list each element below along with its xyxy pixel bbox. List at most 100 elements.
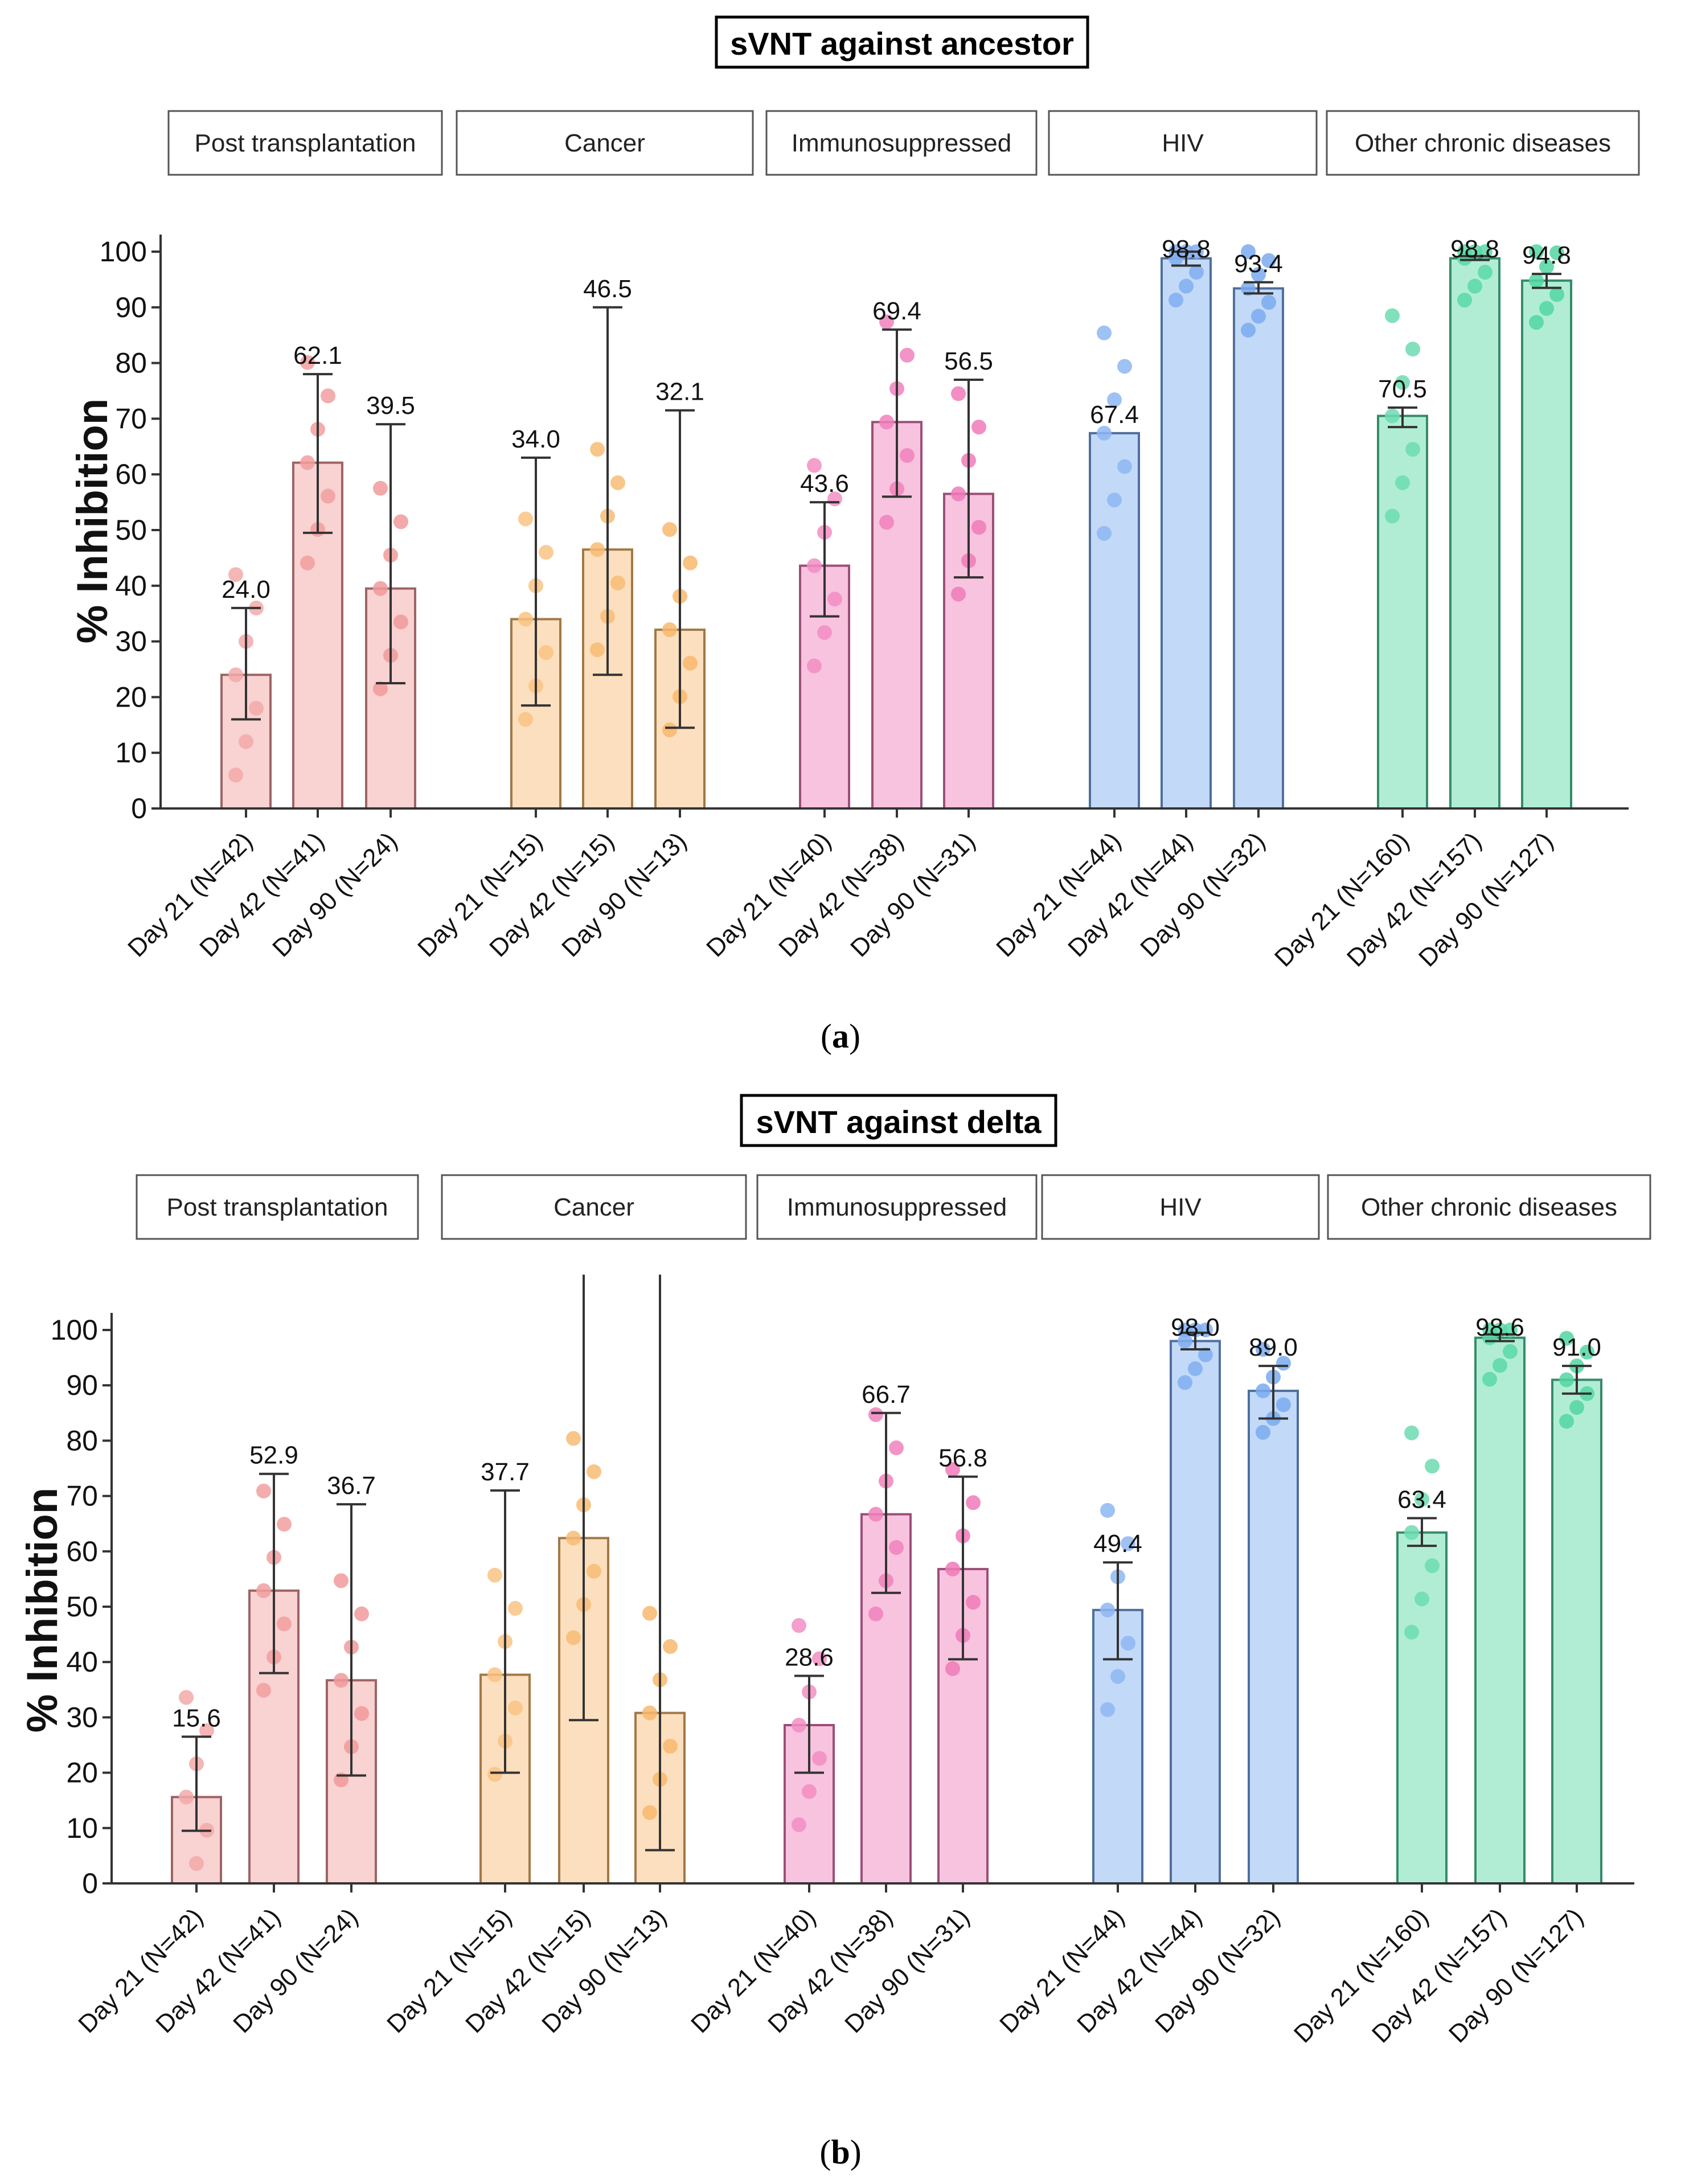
group-header-label: Immunosuppressed: [792, 129, 1011, 157]
panel-a-x-axis: Day 21 (N=42)Day 42 (N=41)Day 90 (N=24) D…: [122, 807, 1629, 972]
x-tick-label: Day 42 (N=157): [1367, 1903, 1512, 2048]
data-point: [566, 1530, 581, 1546]
data-point: [179, 1789, 194, 1805]
value-label: 69.4: [872, 297, 921, 325]
value-label: 37.7: [481, 1458, 530, 1486]
x-tick-label: Day 21 (N=42): [122, 827, 258, 962]
data-point: [951, 386, 966, 401]
bar: [1474, 1336, 1526, 1885]
x-tick-label: Day 90 (N=24): [267, 827, 403, 962]
data-point: [792, 1718, 806, 1733]
data-point: [228, 667, 243, 683]
bar: [1521, 279, 1572, 810]
value-label: 46.5: [583, 275, 632, 303]
data-point: [1097, 425, 1112, 441]
data-point: [256, 1583, 271, 1598]
data-point: [1189, 265, 1204, 280]
data-point: [1117, 459, 1132, 474]
data-point: [662, 522, 677, 537]
value-label: 39.5: [366, 392, 415, 420]
data-point: [662, 622, 677, 638]
data-point: [879, 515, 894, 530]
data-point: [179, 1690, 194, 1705]
data-point: [1539, 301, 1554, 316]
bar: [1089, 432, 1140, 810]
bar: [1449, 257, 1500, 810]
panel-b-title: sVNT against delta: [756, 1104, 1042, 1140]
data-point: [1503, 1344, 1518, 1359]
data-point: [487, 1667, 502, 1682]
data-point: [1117, 359, 1132, 374]
group-header-label: Post transplantation: [167, 1193, 388, 1221]
data-point: [590, 442, 605, 457]
data-point: [590, 542, 605, 557]
data-point: [518, 712, 533, 727]
data-point: [900, 347, 915, 363]
group-header-label: Immunosuppressed: [787, 1193, 1007, 1221]
group-header-label: Post transplantation: [195, 129, 416, 157]
data-point: [945, 1462, 960, 1477]
data-point: [642, 1705, 657, 1721]
value-label: 70.5: [1378, 375, 1427, 403]
data-point: [1529, 244, 1544, 259]
data-point: [590, 642, 605, 658]
data-point: [1241, 281, 1256, 296]
data-point: [1121, 1536, 1135, 1551]
data-point: [393, 514, 408, 529]
group-header-box: [136, 1174, 419, 1240]
data-point: [518, 511, 533, 527]
data-point: [373, 481, 388, 496]
data-point: [249, 700, 264, 716]
data-point: [256, 1682, 271, 1698]
data-point: [1256, 1424, 1270, 1440]
bar: [1551, 1378, 1602, 1885]
data-point: [1385, 508, 1400, 524]
y-tick-label: 30: [115, 626, 147, 658]
group-header-box: [167, 110, 443, 176]
data-point: [587, 1464, 601, 1479]
x-tick-label: Day 21 (N=15): [412, 827, 548, 962]
value-label: 43.6: [800, 470, 849, 498]
group-header-label: Other chronic diseases: [1355, 129, 1611, 157]
data-point: [1405, 442, 1420, 457]
data-point: [951, 486, 966, 502]
data-point: [277, 1616, 292, 1632]
data-point: [566, 1431, 581, 1446]
value-label: 98.0: [1171, 1313, 1220, 1341]
y-tick-label: 50: [66, 1591, 98, 1623]
y-tick-label: 100: [100, 236, 147, 268]
data-point: [889, 1440, 904, 1456]
data-point: [1580, 1344, 1594, 1360]
data-point: [966, 1495, 981, 1510]
value-label: 93.4: [1234, 250, 1283, 278]
data-point: [1188, 1361, 1203, 1377]
panel-a-y-axis: 0 10 20 30 40 50 60 70 80 90 100: [100, 235, 162, 824]
data-point: [663, 1639, 678, 1654]
data-point: [1107, 392, 1122, 408]
panel-b-title-box: [740, 1094, 1057, 1147]
data-point: [373, 581, 388, 596]
value-label: 98.8: [1450, 235, 1499, 263]
data-point: [1425, 1459, 1440, 1474]
data-point: [300, 455, 315, 470]
group-header-label: Cancer: [554, 1193, 634, 1221]
value-label: 98.6: [1475, 1313, 1524, 1341]
y-tick-label: 70: [66, 1480, 98, 1512]
data-point: [1100, 1502, 1115, 1518]
data-point: [1425, 1558, 1440, 1574]
data-point: [1404, 1525, 1419, 1540]
data-point: [868, 1407, 883, 1422]
data-point: [966, 1595, 981, 1610]
data-point: [1100, 1702, 1115, 1717]
data-point: [1256, 1342, 1270, 1357]
y-tick-label: 0: [131, 793, 147, 824]
data-point: [277, 1517, 292, 1532]
y-tick-label: 60: [66, 1536, 98, 1567]
panel-a-caption: (a): [821, 1017, 860, 1055]
data-point: [487, 1567, 502, 1583]
data-point: [300, 355, 315, 370]
panel-b-bars: 15.6 52.9 36.7 37.7 28.6 66.7 56.8 49.4 98.0 89.0…: [171, 1274, 1602, 1885]
panel-a-title-box: [715, 15, 1089, 69]
value-label: 94.8: [1522, 241, 1571, 269]
data-point: [487, 1767, 502, 1782]
